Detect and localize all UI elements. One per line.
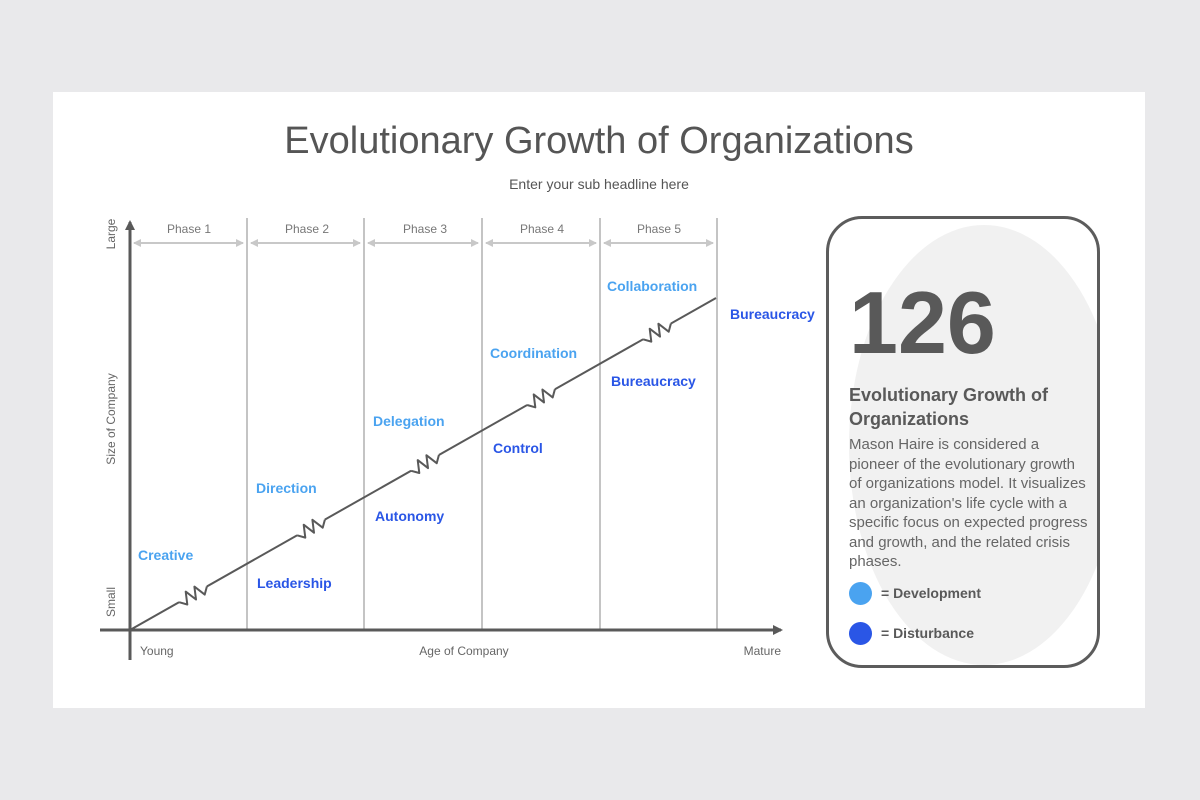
page-title: Evolutionary Growth of Organizations (284, 120, 914, 162)
y-axis-bottom-label: Small (104, 587, 118, 617)
development-label: Collaboration (607, 278, 697, 294)
disturbance-dot-icon (849, 621, 872, 645)
phase-label: Phase 3 (403, 222, 447, 236)
crisis-gap (410, 453, 440, 473)
disturbance-label: Bureaucracy (730, 306, 815, 322)
crisis-gap (178, 584, 208, 604)
page-subtitle: Enter your sub headline here (509, 176, 689, 192)
card-number: 126 (849, 273, 996, 372)
x-axis-left-label: Young (140, 644, 174, 658)
crisis-zigzag-icon (642, 322, 672, 343)
development-dot-icon (849, 581, 872, 605)
slide: Evolutionary Growth of Organizations Ent… (53, 92, 1145, 708)
crisis-gap (642, 321, 672, 342)
growth-diagram: Phase 1 Phase 2 Phase 3 Phase 4 Phase 5 … (100, 218, 815, 660)
x-axis-right-label: Mature (744, 644, 782, 658)
x-axis-label: Age of Company (419, 644, 508, 658)
card-decoration (849, 225, 1097, 665)
legend-label: = Disturbance (881, 625, 974, 641)
phase-label: Phase 2 (285, 222, 329, 236)
phase-label: Phase 5 (637, 222, 681, 236)
y-axis-top-label: Large (104, 218, 118, 249)
crisis-gap (526, 387, 556, 407)
disturbance-label: Bureaucracy (611, 373, 696, 389)
card-body: Mason Haire is considered a pioneer of t… (849, 436, 1088, 570)
legend-disturbance: = Disturbance (849, 621, 974, 645)
legend-development: = Development (849, 581, 981, 605)
crisis-zigzag-icon (178, 585, 208, 606)
card-heading: Evolutionary Growth of Organizations (849, 385, 1049, 429)
phase-label: Phase 1 (167, 222, 211, 236)
development-label: Creative (138, 547, 193, 563)
disturbance-label: Control (493, 440, 543, 456)
crisis-zigzag-icon (526, 388, 556, 409)
crisis-zigzag-icon (296, 518, 326, 539)
development-label: Coordination (490, 345, 577, 361)
legend-label: = Development (881, 585, 981, 601)
crisis-gap (296, 517, 326, 538)
development-label: Direction (256, 480, 317, 496)
disturbance-label: Autonomy (375, 508, 444, 524)
y-axis-label: Size of Company (104, 373, 118, 464)
development-label: Delegation (373, 413, 445, 429)
phase-label: Phase 4 (520, 222, 564, 236)
disturbance-label: Leadership (257, 575, 332, 591)
crisis-zigzag-icon (410, 454, 440, 474)
info-card: 126 Evolutionary Growth of Organizations… (826, 216, 1100, 668)
